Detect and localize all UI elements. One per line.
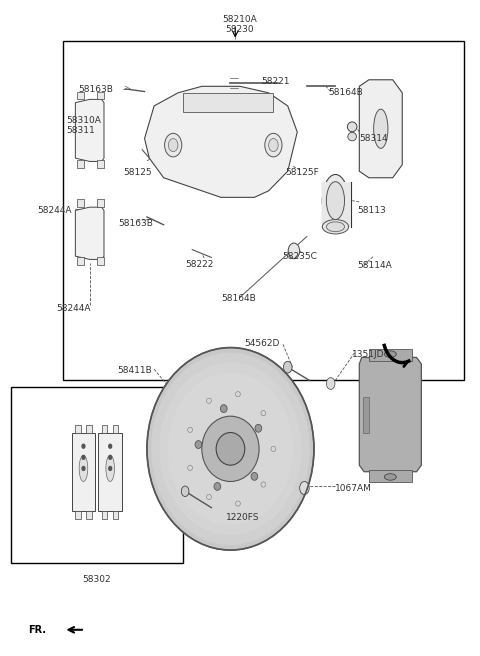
Bar <box>369 349 412 361</box>
Bar <box>11 387 183 563</box>
Text: 58113: 58113 <box>357 206 385 215</box>
Polygon shape <box>360 80 402 178</box>
Text: 58310A
58311: 58310A 58311 <box>66 116 101 135</box>
Text: 58210A
58230: 58210A 58230 <box>223 14 257 34</box>
Circle shape <box>109 455 112 459</box>
Ellipse shape <box>220 405 227 413</box>
Ellipse shape <box>323 220 348 234</box>
Ellipse shape <box>326 182 345 220</box>
Circle shape <box>168 138 178 152</box>
Circle shape <box>109 444 112 448</box>
Ellipse shape <box>255 424 262 432</box>
Text: 58114A: 58114A <box>357 262 392 270</box>
Ellipse shape <box>216 432 245 465</box>
Ellipse shape <box>326 222 345 232</box>
Circle shape <box>82 455 85 459</box>
Ellipse shape <box>384 474 396 480</box>
Circle shape <box>181 486 189 497</box>
Circle shape <box>82 444 85 448</box>
Text: 58302: 58302 <box>83 575 111 584</box>
Polygon shape <box>360 358 421 472</box>
Bar <box>86 424 92 432</box>
Polygon shape <box>72 432 96 511</box>
Text: 58235C: 58235C <box>282 252 317 260</box>
Circle shape <box>265 133 282 157</box>
Polygon shape <box>98 432 122 511</box>
Ellipse shape <box>79 455 88 482</box>
Bar <box>86 511 92 519</box>
Ellipse shape <box>251 472 258 480</box>
Bar <box>102 424 108 432</box>
Ellipse shape <box>323 174 348 227</box>
Ellipse shape <box>202 416 259 482</box>
Circle shape <box>165 133 182 157</box>
Circle shape <box>326 378 335 390</box>
Bar <box>77 160 84 168</box>
Bar <box>97 160 104 168</box>
Ellipse shape <box>348 133 357 141</box>
Circle shape <box>283 361 292 373</box>
Bar <box>97 256 104 264</box>
Text: 58244A: 58244A <box>37 206 72 215</box>
Bar <box>97 92 104 99</box>
Bar <box>369 470 412 482</box>
Bar <box>113 511 118 519</box>
Text: 58222: 58222 <box>185 260 214 269</box>
Bar <box>77 199 84 207</box>
Text: 58163B: 58163B <box>79 85 114 94</box>
Text: 58411B: 58411B <box>117 366 152 375</box>
Ellipse shape <box>348 122 357 132</box>
Ellipse shape <box>168 373 293 525</box>
Bar <box>102 511 108 519</box>
Text: 58164B: 58164B <box>328 89 363 97</box>
Text: 54562D: 54562D <box>244 338 279 348</box>
Ellipse shape <box>373 109 388 148</box>
Text: 58125F: 58125F <box>285 168 319 177</box>
Bar <box>183 93 274 112</box>
Circle shape <box>109 466 112 470</box>
Ellipse shape <box>147 348 314 550</box>
Ellipse shape <box>151 353 310 545</box>
Bar <box>97 199 104 207</box>
Text: FR.: FR. <box>28 625 46 635</box>
Bar <box>63 41 464 380</box>
Polygon shape <box>75 99 104 161</box>
Bar <box>75 511 81 519</box>
Text: 1351JD: 1351JD <box>352 350 384 359</box>
Bar <box>322 182 351 227</box>
Text: 58164B: 58164B <box>221 294 256 303</box>
Text: 58221: 58221 <box>262 77 290 85</box>
Circle shape <box>288 243 300 258</box>
Bar <box>75 424 81 432</box>
Text: 58314: 58314 <box>360 134 388 143</box>
Text: 1220FS: 1220FS <box>226 513 259 522</box>
Polygon shape <box>75 207 104 259</box>
Circle shape <box>300 482 309 495</box>
Polygon shape <box>144 87 297 197</box>
Bar <box>77 92 84 99</box>
Text: 58125: 58125 <box>123 168 152 177</box>
Text: 58244A: 58244A <box>56 304 91 313</box>
Ellipse shape <box>106 455 115 482</box>
Circle shape <box>269 138 278 152</box>
Text: 1067AM: 1067AM <box>336 483 372 493</box>
Ellipse shape <box>214 483 221 491</box>
Bar <box>113 424 118 432</box>
Ellipse shape <box>384 351 396 358</box>
Text: 58163B: 58163B <box>118 219 153 228</box>
Ellipse shape <box>195 441 202 449</box>
Bar <box>363 397 369 432</box>
Circle shape <box>82 466 85 470</box>
Bar <box>77 256 84 264</box>
Ellipse shape <box>159 363 301 535</box>
